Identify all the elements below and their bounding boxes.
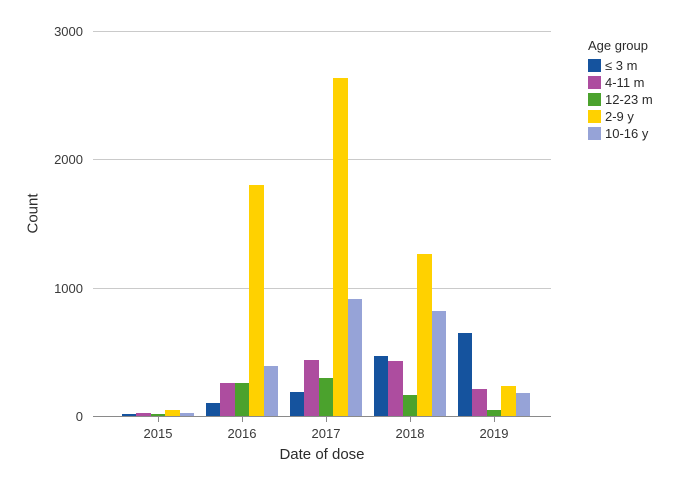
gridline-y-2000 xyxy=(93,159,551,161)
legend-item-12-23m: 12-23 m xyxy=(588,91,653,108)
bar-2015-≤3m xyxy=(122,414,137,416)
bar-2016-10-16y xyxy=(263,365,278,416)
y-tick-label: 1000 xyxy=(54,280,83,296)
bar-2016-4-11m xyxy=(220,382,235,416)
bar-2017-2-9y xyxy=(333,78,348,416)
legend: Age group ≤ 3 m 4-11 m 12-23 m 2-9 y 10-16 y xyxy=(588,38,653,142)
legend-swatch-icon xyxy=(588,76,601,89)
x-tick-mark xyxy=(242,417,243,422)
bar-2018-≤3m xyxy=(374,356,389,416)
x-tick-label-2015: 2015 xyxy=(143,426,173,441)
legend-item-10-16y: 10-16 y xyxy=(588,125,653,142)
legend-label: 2-9 y xyxy=(605,109,634,124)
bar-2019-4-11m xyxy=(472,389,487,416)
bar-2017-4-11m xyxy=(304,360,319,416)
legend-title: Age group xyxy=(588,38,648,53)
x-tick-label-2018: 2018 xyxy=(395,426,425,441)
legend-swatch-icon xyxy=(588,59,601,72)
legend-swatch-icon xyxy=(588,127,601,140)
legend-item-≤3m: ≤ 3 m xyxy=(588,57,653,74)
bar-2019-2-9y xyxy=(501,386,516,416)
bar-2018-10-16y xyxy=(431,310,446,416)
legend-swatch-icon xyxy=(588,110,601,123)
x-tick-mark xyxy=(494,417,495,422)
gridline-y-1000 xyxy=(93,287,551,289)
bar-2019-10-16y xyxy=(515,392,530,416)
x-tick-label-2019: 2019 xyxy=(479,426,509,441)
bar-2015-2-9y xyxy=(165,410,180,416)
gridline-y-3000 xyxy=(93,31,551,32)
legend-label: 10-16 y xyxy=(605,126,649,141)
legend-item-4-11m: 4-11 m xyxy=(588,74,653,91)
bar-2015-12-23m xyxy=(150,414,166,416)
bar-2019-12-23m xyxy=(486,409,502,416)
x-axis-line xyxy=(93,416,551,417)
y-axis-title: Count xyxy=(24,193,42,234)
x-axis-title: Date of dose xyxy=(279,446,365,463)
bar-2016-2-9y xyxy=(249,185,264,416)
x-tick-mark xyxy=(158,417,159,422)
x-tick-label-2017: 2017 xyxy=(311,426,341,441)
bar-2019-≤3m xyxy=(458,333,473,416)
bar-2018-4-11m xyxy=(388,361,403,416)
bar-2018-12-23m xyxy=(402,395,418,416)
bar-2015-10-16y xyxy=(179,413,194,416)
legend-items: ≤ 3 m 4-11 m 12-23 m 2-9 y 10-16 y xyxy=(588,57,653,142)
bar-2018-2-9y xyxy=(417,253,432,416)
bar-2017-12-23m xyxy=(318,377,334,416)
bar-2016-12-23m xyxy=(234,383,250,416)
y-tick-label: 2000 xyxy=(54,152,83,168)
bar-2016-≤3m xyxy=(206,403,221,416)
x-tick-label-2016: 2016 xyxy=(227,426,257,441)
x-tick-mark xyxy=(410,417,411,422)
legend-item-2-9y: 2-9 y xyxy=(588,108,653,125)
legend-swatch-icon xyxy=(588,93,601,106)
bar-2015-4-11m xyxy=(136,412,151,416)
y-tick-label: 0 xyxy=(75,409,83,424)
bar-2017-≤3m xyxy=(290,391,305,416)
legend-label: 4-11 m xyxy=(605,75,645,90)
legend-label: 12-23 m xyxy=(605,92,653,107)
y-tick-label: 3000 xyxy=(54,24,83,39)
x-tick-mark xyxy=(326,417,327,422)
legend-label: ≤ 3 m xyxy=(605,58,638,73)
bar-2017-10-16y xyxy=(347,298,362,416)
